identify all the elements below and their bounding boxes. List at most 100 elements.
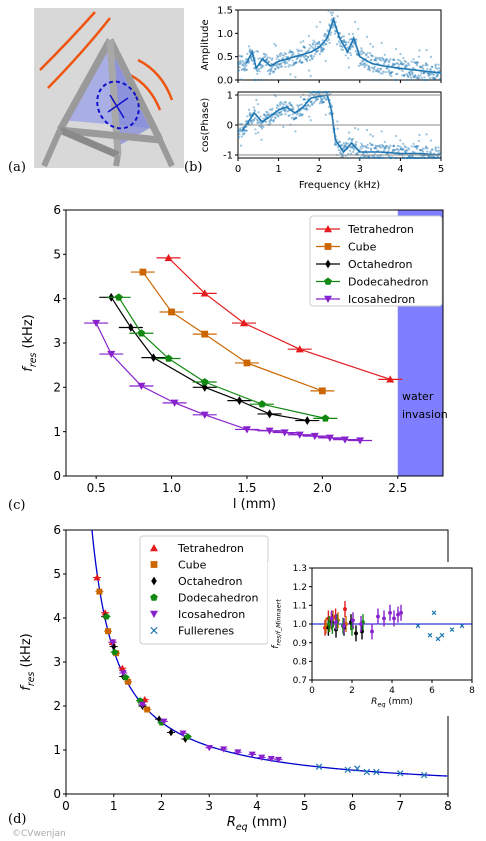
spectrum-point xyxy=(433,156,437,160)
axes-frame xyxy=(237,9,442,81)
spectrum-point xyxy=(432,155,435,158)
spectrum-point xyxy=(417,156,420,160)
spectrum-point xyxy=(322,48,325,51)
spectrum-point xyxy=(355,53,359,56)
spectrum-point xyxy=(378,156,381,159)
spectrum-point xyxy=(360,49,364,52)
spectrum-point xyxy=(371,54,374,57)
spectrum-point xyxy=(365,54,368,57)
spectrum-point xyxy=(262,113,266,116)
legend-label: Dodecahedron xyxy=(178,592,258,605)
spectrum-point xyxy=(399,52,402,56)
spectrum-point xyxy=(292,62,296,65)
legend-label: Fullerenes xyxy=(178,625,234,638)
spectrum-point xyxy=(271,57,274,60)
spectrum-point xyxy=(265,120,268,124)
spectrum-point xyxy=(287,65,290,68)
spectrum-point xyxy=(394,156,397,160)
spectrum-point xyxy=(435,156,438,160)
spectrum-point xyxy=(294,75,297,79)
spectrum-point xyxy=(277,114,280,117)
spectrum-point xyxy=(423,156,426,160)
spectrum-point xyxy=(274,67,277,70)
spectrum-point xyxy=(282,78,285,82)
spectrum-point xyxy=(294,61,298,64)
panel-label-a: (a) xyxy=(8,160,26,175)
spectrum-point xyxy=(360,52,363,55)
spectrum-point xyxy=(347,40,350,44)
spectrum-point xyxy=(280,113,284,116)
spectrum-point xyxy=(363,145,366,148)
spectrum-point xyxy=(321,48,325,52)
spectrum-point xyxy=(406,149,409,152)
spectrum-point xyxy=(428,73,431,76)
spectrum-point xyxy=(295,61,298,64)
spectrum-point xyxy=(318,42,321,46)
spectrum-point xyxy=(248,48,251,51)
spectrum-point xyxy=(330,19,333,22)
spectrum-point xyxy=(283,52,286,55)
data-point-dodecahedron xyxy=(258,400,266,408)
spectrum-point xyxy=(381,144,385,148)
spectrum-point xyxy=(401,148,404,151)
spectrum-point xyxy=(273,42,276,46)
spectrum-point xyxy=(266,56,269,59)
spectrum-point xyxy=(424,64,427,67)
spectrum-point xyxy=(383,147,386,150)
spectrum-point xyxy=(429,68,432,71)
spectrum-point xyxy=(366,156,370,160)
spectrum-point xyxy=(300,49,303,53)
spectrum-point xyxy=(324,32,327,35)
spectrum-point xyxy=(369,51,372,55)
spectrum-point xyxy=(404,146,407,149)
spectrum-point xyxy=(410,145,413,148)
spectrum-point xyxy=(344,144,347,147)
y-tick-label: 5 xyxy=(53,567,61,581)
spectrum-point xyxy=(307,103,310,107)
spectrum-point xyxy=(391,148,395,151)
spectrum-point xyxy=(382,145,385,148)
spectrum-point xyxy=(389,72,393,75)
spectrum-point xyxy=(351,146,354,149)
spectrum-point xyxy=(375,69,378,72)
frame-leg-icon xyxy=(113,154,121,167)
spectrum-point xyxy=(350,37,353,41)
spectrum-point xyxy=(397,149,400,152)
spectrum-point xyxy=(277,115,280,118)
spectrum-point xyxy=(298,49,301,52)
spectrum-point xyxy=(284,52,288,56)
spectrum-point xyxy=(276,62,279,65)
spectrum-point xyxy=(293,62,296,66)
data-point-icosahedron xyxy=(310,432,319,441)
spectrum-point xyxy=(243,129,246,132)
spectrum-point xyxy=(344,54,347,57)
spectrum-point xyxy=(300,114,303,117)
spectrum-point xyxy=(285,56,288,59)
spectrum-point xyxy=(237,135,240,138)
spectrum-point xyxy=(344,41,348,44)
data-point-octahedron xyxy=(128,323,134,332)
spectrum-point xyxy=(251,120,254,123)
data-point-cube xyxy=(139,268,147,276)
spectrum-point xyxy=(317,41,320,44)
spectrum-point xyxy=(431,156,434,160)
spectrum-point xyxy=(331,11,335,14)
spectrum-point xyxy=(415,63,419,67)
spectrum-point xyxy=(300,103,303,106)
spectrum-point xyxy=(387,150,390,153)
data-point-dodecahedron xyxy=(111,648,119,656)
spectrum-point xyxy=(402,75,405,78)
spectrum-point xyxy=(314,91,317,94)
spectrum-point xyxy=(382,58,385,61)
spectrum-point xyxy=(289,103,293,107)
legend-marker xyxy=(150,610,158,618)
spectrum-point xyxy=(256,121,259,125)
spectrum-point xyxy=(421,78,424,82)
spectrum-point xyxy=(436,156,439,159)
spectrum-point xyxy=(406,75,409,78)
spectrum-point xyxy=(244,63,247,66)
spectrum-point xyxy=(369,142,372,145)
spectrum-point xyxy=(436,150,439,153)
spectrum-point xyxy=(371,144,374,147)
x-tick-label: 0 xyxy=(62,799,70,813)
